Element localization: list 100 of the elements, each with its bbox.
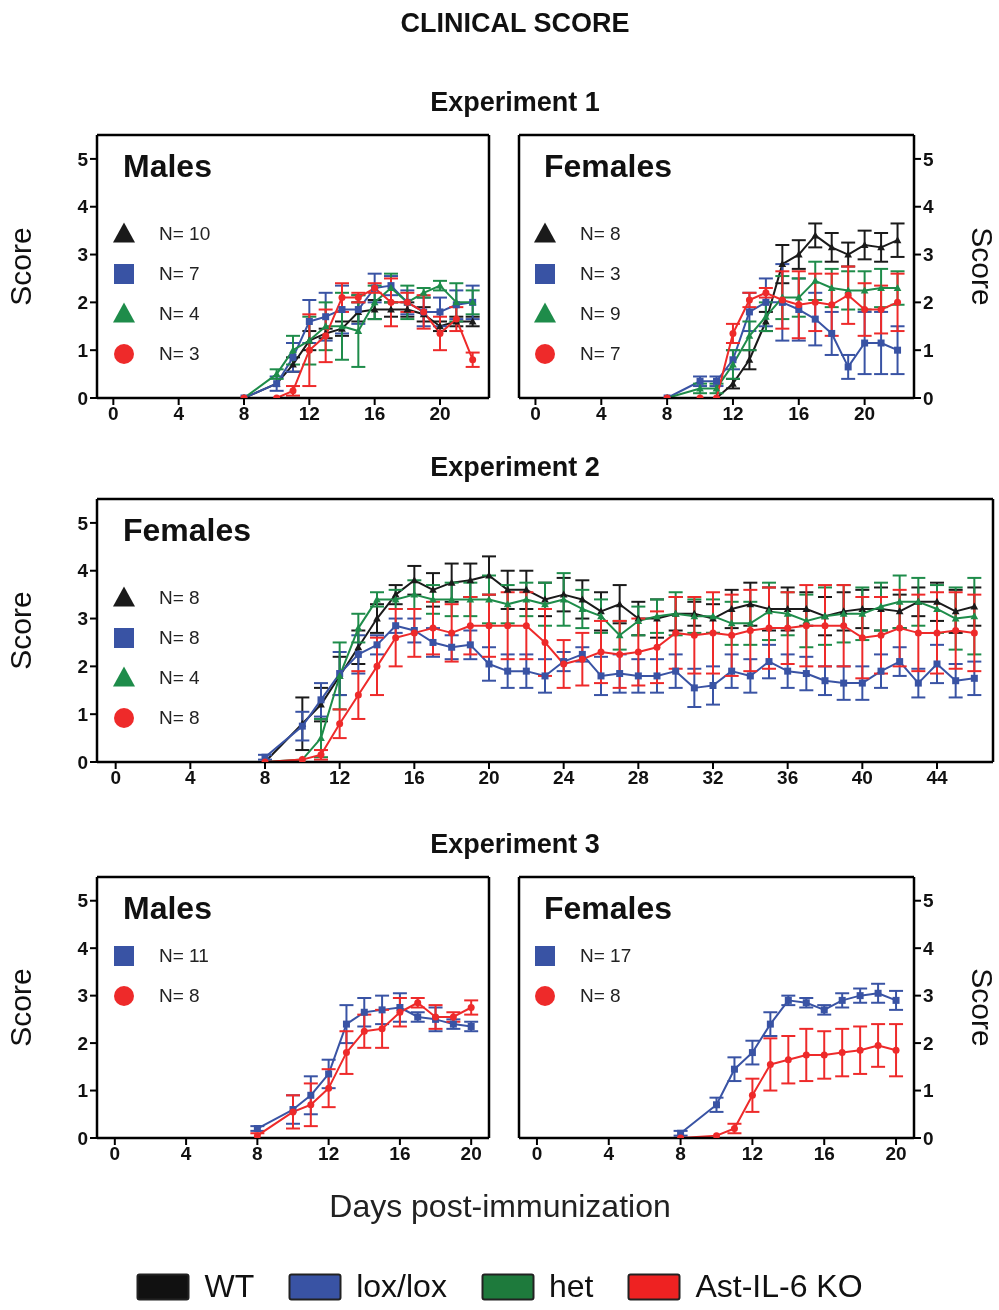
x-tick-label: 0 — [109, 1143, 121, 1165]
annotation: Males — [123, 148, 212, 185]
y-tick-label: 4 — [77, 560, 89, 582]
annotation: Females — [544, 148, 673, 185]
x-tick-label: 4 — [173, 403, 185, 425]
y2-tick-label: 0 — [923, 1127, 934, 1149]
legend-label: N= 3 — [580, 263, 621, 285]
chart-subtitle: Experiment 1 — [429, 87, 601, 118]
legend-label: N= 8 — [580, 223, 621, 245]
y2-tick-label: 0 — [923, 387, 934, 409]
y2-tick-label: 4 — [923, 196, 934, 218]
y2-tick-label: 3 — [923, 985, 934, 1007]
x-tick-label: 0 — [530, 403, 541, 425]
x-tick-label: 8 — [238, 403, 250, 425]
x-tick-label: 20 — [885, 1143, 907, 1165]
y-tick-label: 4 — [77, 937, 89, 959]
x-tick-label: 36 — [777, 767, 799, 789]
legend-label: N= 8 — [159, 985, 200, 1007]
x-tick-label: 20 — [429, 403, 451, 425]
y-tick-label: 1 — [77, 339, 89, 361]
x-tick-label: 12 — [741, 1143, 763, 1165]
legend-label: N= 8 — [159, 587, 200, 609]
legend-label: N= 4 — [159, 303, 200, 325]
x-tick-label: 16 — [389, 1143, 411, 1165]
legend-label: N= 7 — [159, 263, 200, 285]
legend-label: N= 8 — [159, 627, 200, 649]
x-tick-label: 16 — [813, 1143, 835, 1165]
y-tick-label: 0 — [77, 387, 88, 409]
y2-tick-label: 5 — [923, 148, 934, 170]
category-label: lox/lox — [356, 1268, 447, 1305]
y2-tick-label: 1 — [923, 1080, 934, 1102]
x-tick-label: 8 — [252, 1143, 263, 1165]
legend-label: N= 10 — [159, 223, 211, 245]
x-tick-label: 24 — [553, 767, 575, 789]
x-tick-label: 8 — [675, 1143, 686, 1165]
y-tick-label: 3 — [77, 985, 88, 1007]
annotation: Females — [544, 890, 673, 927]
y-tick-label: 5 — [77, 148, 89, 170]
y2-tick-label: 5 — [923, 890, 934, 912]
y2-tick-label: 4 — [923, 937, 934, 959]
x-tick-label: 4 — [180, 1143, 192, 1165]
x-tick-label: 12 — [329, 767, 351, 789]
y-tick-label: 3 — [77, 244, 88, 266]
legend-label: N= 11 — [159, 945, 209, 967]
legend-label: N= 3 — [159, 343, 200, 365]
legend-label: N= 8 — [159, 707, 200, 729]
y-tick-label: 1 — [77, 1080, 89, 1102]
chart-title: CLINICAL SCORE — [399, 8, 631, 39]
x-tick-label: 12 — [722, 403, 744, 425]
y2-tick-label: 2 — [923, 292, 934, 314]
x-tick-label: 4 — [185, 767, 197, 789]
legend-label: N= 9 — [580, 303, 621, 325]
legend-label: N= 8 — [580, 985, 621, 1007]
legend-label: N= 4 — [159, 667, 200, 689]
y-tick-label: 0 — [77, 1127, 88, 1149]
x-tick-label: 8 — [259, 767, 271, 789]
text: Days post-immunization — [328, 1188, 672, 1225]
x-tick-label: 16 — [788, 403, 810, 425]
y-tick-label: 3 — [77, 608, 88, 630]
y2-axis-title: Score — [966, 227, 999, 306]
category-label: het — [548, 1268, 594, 1305]
chart-title: Experiment 2 — [429, 452, 601, 483]
x-tick-label: 44 — [926, 767, 948, 789]
x-tick-label: 32 — [702, 767, 724, 789]
x-tick-label: 12 — [318, 1143, 340, 1165]
x-tick-label: 4 — [603, 1143, 615, 1165]
x-tick-label: 4 — [596, 403, 607, 425]
category-label: Ast-IL-6 KO — [695, 1268, 863, 1305]
y-tick-label: 5 — [77, 890, 89, 912]
x-tick-label: 0 — [108, 403, 119, 425]
legend-label: N= 17 — [580, 945, 632, 967]
x-tick-label: 20 — [478, 767, 500, 789]
x-tick-label: 16 — [403, 767, 425, 789]
y-axis-title: Score — [3, 968, 37, 1047]
y-tick-label: 4 — [77, 196, 89, 218]
x-tick-label: 8 — [661, 403, 673, 425]
y-tick-label: 5 — [77, 512, 89, 534]
y2-tick-label: 1 — [923, 339, 934, 361]
y2-tick-label: 3 — [923, 244, 934, 266]
y-tick-label: 2 — [77, 656, 88, 678]
x-tick-label: 0 — [531, 1143, 543, 1165]
x-tick-label: 20 — [854, 403, 876, 425]
x-tick-label: 40 — [851, 767, 873, 789]
x-tick-label: 0 — [110, 767, 121, 789]
category-label: WT — [204, 1268, 255, 1305]
x-tick-label: 20 — [460, 1143, 482, 1165]
annotation: Males — [123, 890, 212, 927]
chart-title: Experiment 3 — [429, 829, 601, 860]
y-tick-label: 0 — [77, 751, 88, 773]
y2-tick-label: 2 — [923, 1032, 934, 1054]
y-axis-title: Score — [3, 591, 37, 670]
annotation: Females — [123, 512, 252, 549]
y-tick-label: 2 — [77, 292, 88, 314]
x-tick-label: 16 — [364, 403, 386, 425]
legend-label: N= 7 — [580, 343, 621, 365]
x-tick-label: 28 — [627, 767, 649, 789]
y2-axis-title: Score — [966, 968, 999, 1047]
y-tick-label: 2 — [77, 1032, 88, 1054]
y-tick-label: 1 — [77, 703, 89, 725]
y-axis-title: Score — [3, 227, 37, 306]
